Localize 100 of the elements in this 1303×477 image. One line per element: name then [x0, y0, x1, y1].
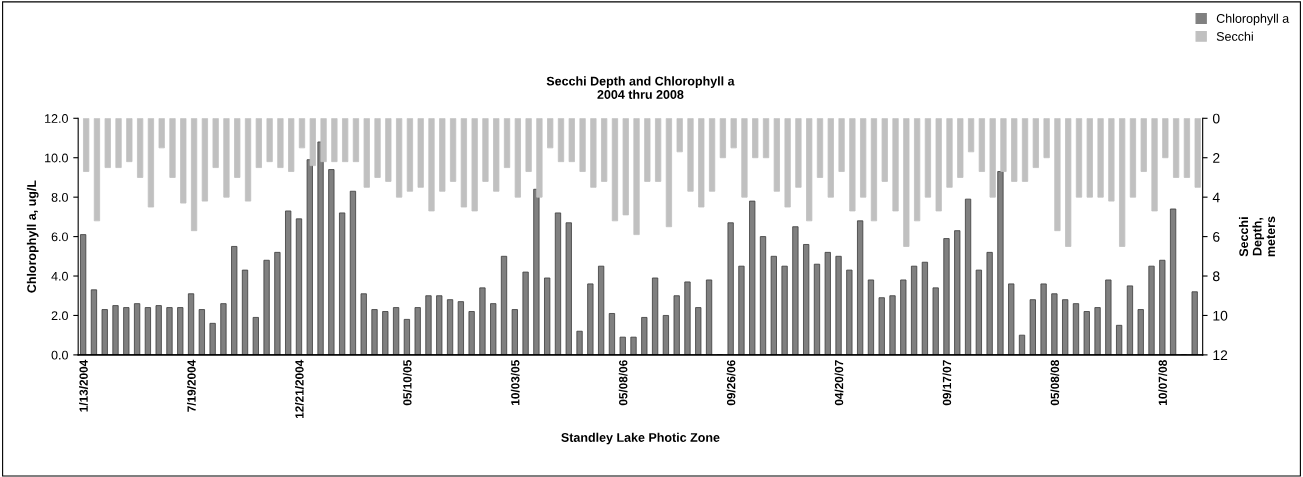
bar — [479, 287, 486, 355]
bar — [274, 251, 281, 355]
bar — [241, 269, 249, 355]
bar — [565, 222, 572, 355]
bar — [80, 234, 87, 355]
bar — [598, 265, 605, 355]
bar — [403, 318, 411, 355]
x-tick-label: 7/19/2004 — [187, 359, 196, 412]
bar — [554, 212, 562, 355]
bar — [741, 118, 748, 198]
bar — [244, 118, 252, 202]
bar — [349, 190, 357, 355]
y2-tick-label: 2 — [1213, 153, 1220, 163]
bar — [1011, 118, 1018, 182]
bar — [147, 118, 155, 208]
bar — [514, 118, 521, 198]
bar — [126, 118, 133, 163]
x-axis-title: Standley Lake Photic Zone — [561, 432, 720, 445]
bar — [220, 303, 227, 355]
bar — [1183, 118, 1191, 178]
bar — [252, 317, 259, 355]
bar — [436, 295, 443, 355]
bar — [115, 118, 122, 169]
bar — [439, 118, 446, 192]
bar — [255, 118, 262, 169]
bar — [83, 118, 90, 172]
bar — [1151, 118, 1158, 212]
bar — [177, 307, 184, 355]
chart-title: Secchi Depth and Chlorophyll a 2004 thru 2008 — [546, 76, 735, 99]
bar — [298, 118, 306, 149]
bar — [320, 118, 327, 163]
bar — [641, 317, 648, 355]
bar — [112, 305, 119, 355]
bar — [662, 315, 670, 355]
bar — [201, 118, 208, 202]
bar — [1075, 118, 1083, 198]
bar — [339, 212, 346, 355]
bar — [1086, 118, 1093, 198]
bar — [328, 169, 335, 355]
bar — [1029, 299, 1036, 355]
bar — [568, 118, 575, 163]
y-tick-label: 8.0 — [51, 192, 68, 202]
bar — [924, 118, 932, 198]
bar — [166, 307, 173, 355]
bar — [878, 297, 885, 355]
legend-label: Secchi — [1216, 31, 1253, 41]
y-tick-label: 4.0 — [51, 271, 68, 281]
bar — [954, 230, 961, 355]
bar — [352, 118, 360, 163]
bar — [655, 118, 662, 182]
bar — [1094, 307, 1101, 355]
y-tick-label: 0.0 — [51, 350, 68, 360]
x-tick-label: 12/21/2004 — [294, 359, 304, 419]
bar — [503, 118, 511, 169]
bar — [587, 283, 594, 355]
bar — [727, 222, 734, 355]
y-tick-label: 6.0 — [51, 232, 68, 242]
bar — [1129, 118, 1137, 198]
bar — [1097, 118, 1104, 198]
bar — [900, 279, 907, 355]
bar — [695, 307, 702, 355]
bar — [101, 309, 108, 355]
bar — [943, 238, 950, 355]
bar — [914, 118, 921, 222]
x-tick-label: 10/07/08 — [1158, 360, 1168, 405]
bar — [816, 118, 824, 178]
bar — [374, 118, 381, 178]
bar — [169, 118, 176, 178]
bar — [601, 118, 608, 182]
bar — [144, 307, 152, 355]
x-tick-label: 09/26/06 — [726, 360, 736, 406]
bar — [846, 269, 853, 355]
bar — [738, 265, 745, 355]
bar — [730, 118, 737, 149]
y-axis-title: Chlorophyll a, ug/L — [26, 180, 39, 293]
bar — [611, 118, 619, 222]
bar — [385, 118, 392, 182]
bar — [406, 118, 414, 192]
bar — [285, 210, 292, 355]
bar — [544, 277, 551, 355]
bar — [158, 118, 165, 149]
bar — [708, 118, 716, 192]
bar — [234, 118, 241, 178]
y2-tick-label: 12 — [1213, 350, 1228, 360]
bar — [1040, 283, 1047, 355]
bar — [803, 244, 810, 355]
bar — [190, 118, 198, 232]
bar — [155, 305, 162, 355]
bar — [975, 269, 982, 355]
bar — [986, 251, 993, 355]
bar — [989, 118, 996, 198]
y2-tick-label: 10 — [1213, 310, 1228, 321]
bar — [1000, 118, 1007, 172]
y-tick-label: 2.0 — [51, 311, 68, 321]
bar — [792, 226, 799, 355]
bar — [490, 303, 497, 355]
bar — [309, 118, 316, 167]
x-tick-label: 04/20/07 — [834, 360, 844, 406]
bar — [622, 118, 629, 216]
bar — [392, 307, 400, 355]
